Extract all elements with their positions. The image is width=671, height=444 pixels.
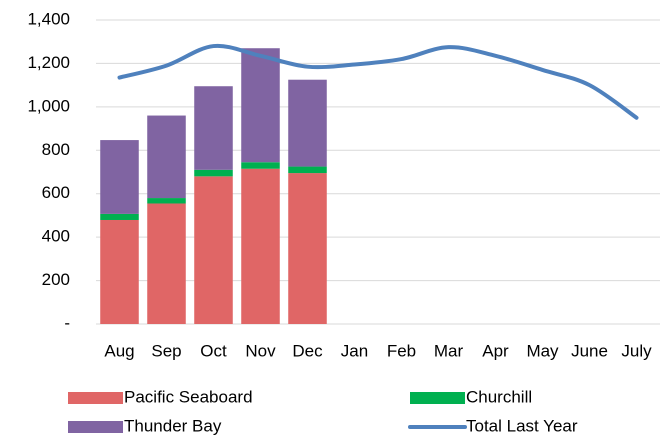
bar xyxy=(241,48,280,163)
bar xyxy=(100,213,139,220)
y-tick-label: 400 xyxy=(42,227,70,246)
bar xyxy=(288,166,327,174)
x-tick-label: July xyxy=(621,341,652,360)
legend-swatch xyxy=(68,392,123,404)
y-tick-label: 800 xyxy=(42,140,70,159)
legend-label: Thunder Bay xyxy=(124,416,222,435)
legend-label: Pacific Seaboard xyxy=(124,387,253,406)
bar xyxy=(241,162,280,169)
bar xyxy=(194,86,233,170)
x-tick-label: Sep xyxy=(151,341,181,360)
x-tick-label: May xyxy=(526,341,559,360)
bar xyxy=(147,203,186,324)
legend-swatch xyxy=(410,392,465,404)
bar xyxy=(147,198,186,204)
y-tick-label: 1,200 xyxy=(27,53,70,72)
y-tick-label: 1,000 xyxy=(27,96,70,115)
x-tick-label: Nov xyxy=(245,341,276,360)
x-tick-label: Aug xyxy=(104,341,134,360)
bar xyxy=(147,115,186,199)
legend-label: Total Last Year xyxy=(466,416,578,435)
x-tick-label: Jan xyxy=(341,341,368,360)
legend-swatch xyxy=(68,421,123,433)
legend-label: Churchill xyxy=(466,387,532,406)
bar xyxy=(288,173,327,324)
x-tick-label: Oct xyxy=(200,341,227,360)
x-tick-label: Feb xyxy=(387,341,416,360)
bar xyxy=(194,169,233,177)
line xyxy=(117,43,639,120)
y-tick-label: 1,400 xyxy=(27,9,70,28)
y-tick-label: 600 xyxy=(42,183,70,202)
bar xyxy=(100,219,139,324)
y-tick-label: - xyxy=(64,313,70,332)
bar xyxy=(241,168,280,324)
bar xyxy=(194,176,233,324)
bar xyxy=(100,140,139,214)
y-tick-label: 200 xyxy=(42,270,70,289)
x-tick-label: Mar xyxy=(434,341,464,360)
x-tick-label: Apr xyxy=(482,341,509,360)
x-tick-label: June xyxy=(571,341,608,360)
bar xyxy=(288,79,327,167)
x-tick-label: Dec xyxy=(292,341,323,360)
